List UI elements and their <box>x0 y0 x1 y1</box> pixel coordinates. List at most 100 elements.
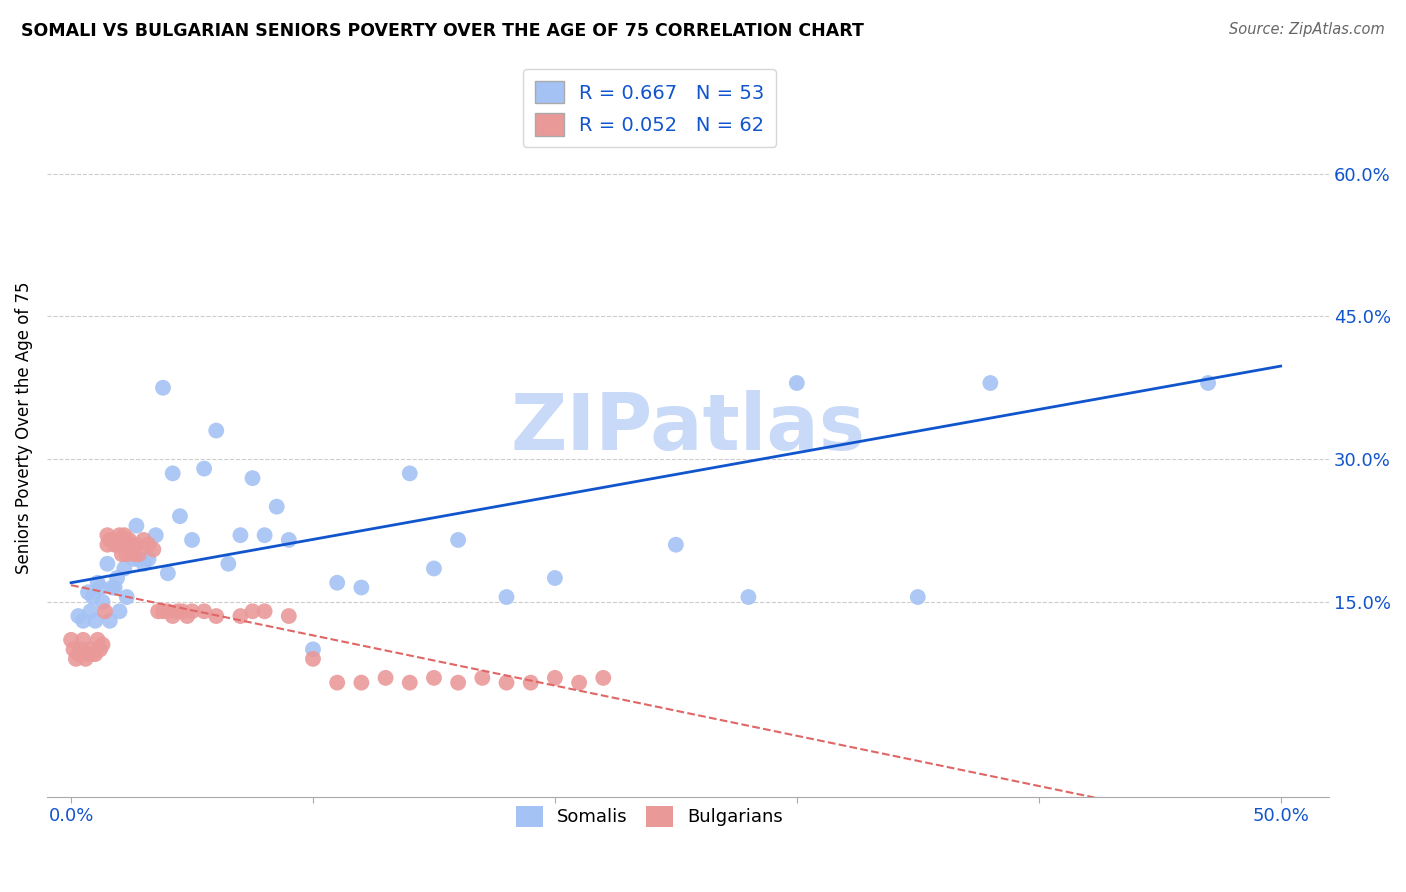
Point <box>471 671 494 685</box>
Point <box>979 376 1001 390</box>
Point <box>592 671 614 685</box>
Point <box>253 604 276 618</box>
Point <box>786 376 808 390</box>
Point <box>122 552 145 566</box>
Point <box>121 538 143 552</box>
Point <box>374 671 396 685</box>
Y-axis label: Seniors Poverty Over the Age of 75: Seniors Poverty Over the Age of 75 <box>15 282 32 574</box>
Point <box>169 509 191 524</box>
Point <box>125 538 148 552</box>
Point <box>67 647 90 661</box>
Point <box>172 604 194 618</box>
Point <box>112 528 135 542</box>
Point <box>132 557 155 571</box>
Point <box>72 632 94 647</box>
Point <box>104 581 127 595</box>
Point <box>82 647 104 661</box>
Point <box>65 652 87 666</box>
Point <box>82 590 104 604</box>
Point <box>217 557 239 571</box>
Point <box>156 566 179 581</box>
Point <box>60 632 83 647</box>
Point <box>77 647 100 661</box>
Point <box>89 581 111 595</box>
Point <box>229 528 252 542</box>
Point <box>69 642 91 657</box>
Point <box>423 561 446 575</box>
Point <box>447 675 470 690</box>
Point <box>519 675 541 690</box>
Point <box>176 609 198 624</box>
Point <box>544 571 567 585</box>
Point <box>568 675 591 690</box>
Point <box>94 604 117 618</box>
Point <box>398 675 420 690</box>
Point <box>205 424 228 438</box>
Point <box>138 552 160 566</box>
Point <box>132 533 155 547</box>
Point <box>111 547 134 561</box>
Point <box>193 604 215 618</box>
Point <box>277 533 299 547</box>
Point <box>91 595 114 609</box>
Point <box>302 652 325 666</box>
Point <box>326 675 349 690</box>
Point <box>128 552 150 566</box>
Point <box>89 642 111 657</box>
Point <box>907 590 929 604</box>
Point <box>96 557 118 571</box>
Point <box>277 609 299 624</box>
Point <box>91 638 114 652</box>
Point <box>544 671 567 685</box>
Point <box>162 467 184 481</box>
Point <box>108 604 131 618</box>
Point <box>118 533 141 547</box>
Point <box>665 538 688 552</box>
Point <box>115 547 138 561</box>
Point <box>1197 376 1219 390</box>
Point <box>75 652 97 666</box>
Point <box>152 604 174 618</box>
Point <box>104 538 127 552</box>
Point <box>111 533 134 547</box>
Point <box>112 533 135 547</box>
Legend: Somalis, Bulgarians: Somalis, Bulgarians <box>506 797 792 836</box>
Text: ZIPatlas: ZIPatlas <box>510 390 866 467</box>
Point <box>495 675 517 690</box>
Point <box>77 585 100 599</box>
Point <box>79 604 101 618</box>
Point <box>96 528 118 542</box>
Point <box>62 642 84 657</box>
Point <box>193 461 215 475</box>
Point <box>146 604 169 618</box>
Text: SOMALI VS BULGARIAN SENIORS POVERTY OVER THE AGE OF 75 CORRELATION CHART: SOMALI VS BULGARIAN SENIORS POVERTY OVER… <box>21 22 863 40</box>
Point <box>166 604 188 618</box>
Point <box>266 500 288 514</box>
Point <box>145 528 167 542</box>
Point <box>96 538 118 552</box>
Point <box>350 675 373 690</box>
Point <box>181 604 204 618</box>
Point <box>98 533 121 547</box>
Point <box>86 632 108 647</box>
Point <box>423 671 446 685</box>
Point <box>152 381 174 395</box>
Point <box>350 581 373 595</box>
Point <box>398 467 420 481</box>
Point <box>302 642 325 657</box>
Point <box>79 642 101 657</box>
Point <box>101 581 124 595</box>
Point <box>67 609 90 624</box>
Point <box>112 561 135 575</box>
Point <box>242 471 264 485</box>
Point <box>125 518 148 533</box>
Point <box>447 533 470 547</box>
Point <box>162 609 184 624</box>
Point <box>121 538 143 552</box>
Point <box>72 614 94 628</box>
Point <box>115 590 138 604</box>
Point <box>84 647 107 661</box>
Point <box>105 571 128 585</box>
Point <box>156 604 179 618</box>
Point <box>105 538 128 552</box>
